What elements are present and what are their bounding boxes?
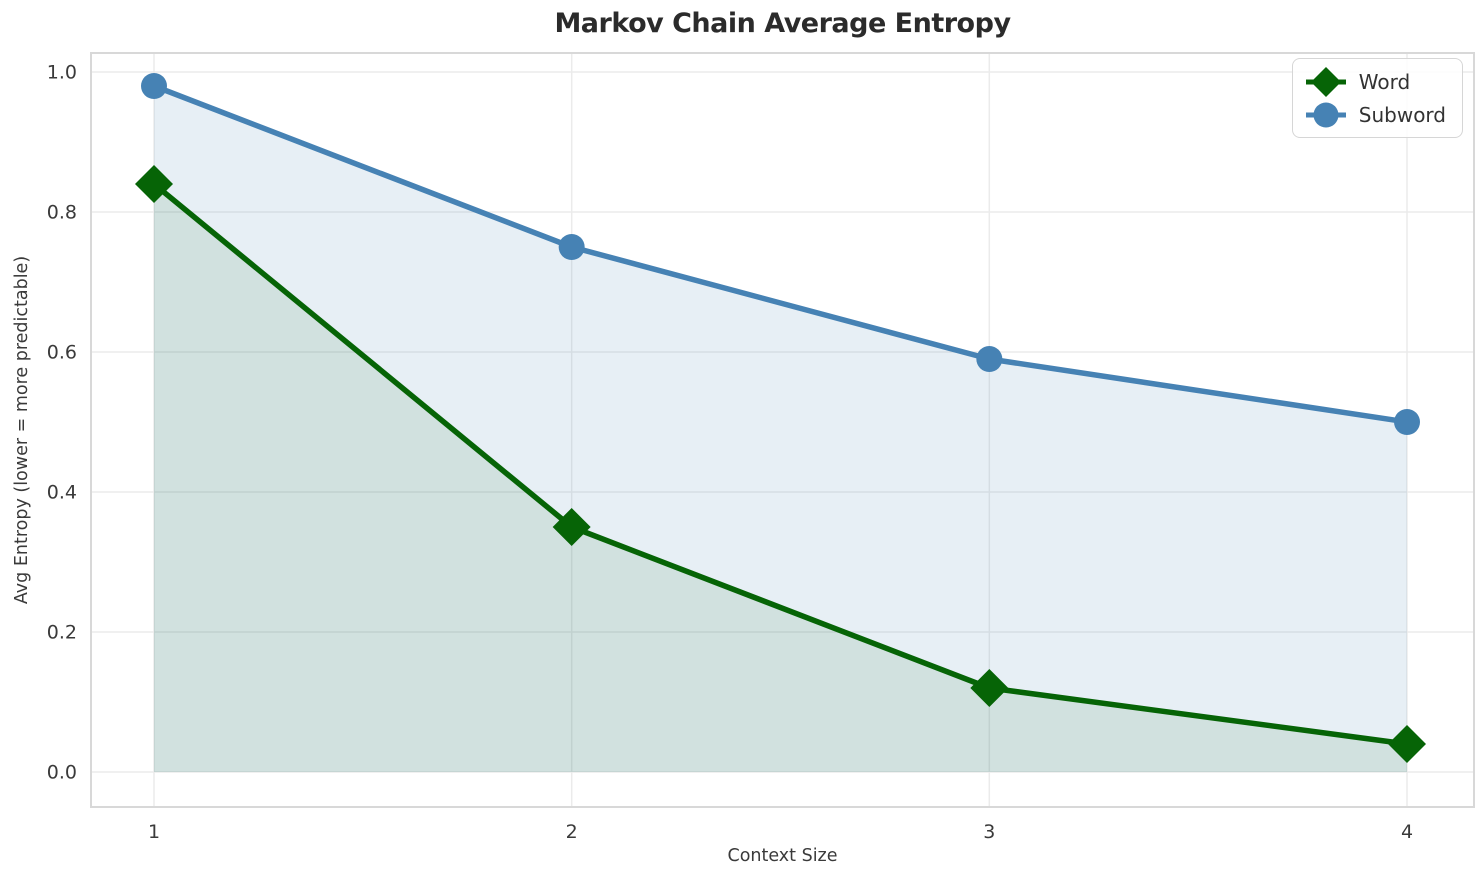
circle-marker-icon [1394, 409, 1420, 435]
chart-title: Markov Chain Average Entropy [554, 8, 1011, 39]
y-tick-label: 1.0 [47, 62, 77, 84]
diamond-marker-icon [1388, 725, 1426, 763]
circle-marker-icon [141, 73, 167, 99]
x-tick-label: 2 [566, 821, 578, 843]
circle-marker-icon [976, 346, 1003, 372]
circle-marker-icon [558, 234, 585, 260]
diamond-marker-icon [552, 508, 591, 546]
y-tick-label: 0.0 [47, 762, 77, 784]
x-tick-label: 1 [148, 821, 160, 843]
plot-border [90, 52, 1475, 808]
diamond-marker-icon [1305, 66, 1346, 97]
legend-item-word: Word [1303, 65, 1446, 98]
y-tick-label: 0.8 [47, 202, 77, 224]
x-tick-label: 4 [1401, 821, 1413, 843]
diamond-marker-icon [970, 669, 1009, 707]
legend-label-subword: Subword [1358, 102, 1446, 127]
y-tick-label: 0.4 [47, 482, 77, 504]
x-tick-label: 3 [983, 821, 995, 843]
line-subword [151, 83, 1410, 425]
circle-marker-icon [1305, 102, 1346, 127]
x-axis-label: Context Size [727, 846, 838, 866]
y-tick-label: 0.6 [47, 342, 77, 364]
area-fill-word [154, 184, 1407, 772]
legend: Word Subword [1291, 58, 1463, 138]
area-fill-subword [154, 86, 1407, 772]
line-word [151, 181, 1410, 747]
y-tick-label: 0.2 [47, 622, 77, 644]
legend-label-word: Word [1358, 69, 1411, 94]
diamond-marker-icon [135, 165, 173, 203]
legend-item-subword: Subword [1303, 98, 1446, 131]
